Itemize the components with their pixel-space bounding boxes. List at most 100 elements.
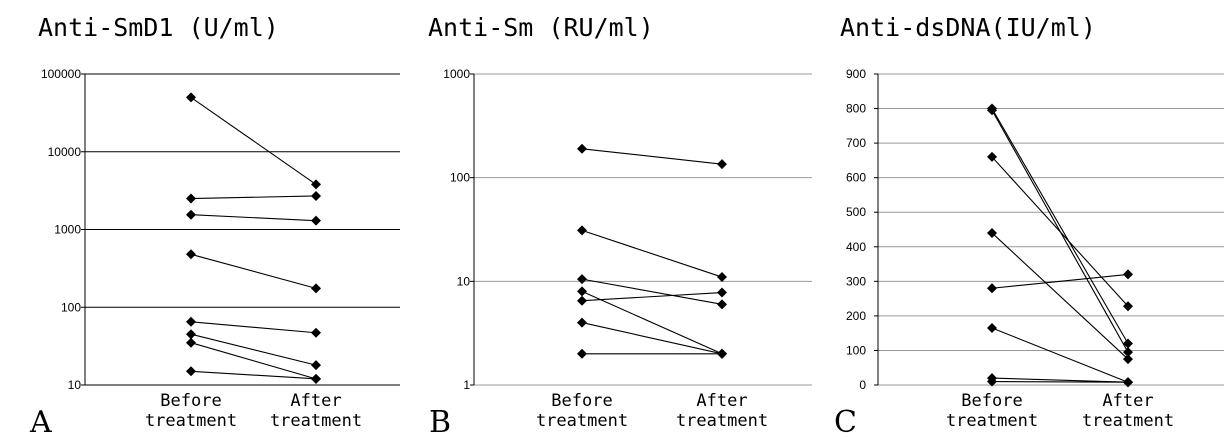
panel-c-point-before: [987, 105, 997, 116]
panel-b-letter: B: [429, 405, 451, 439]
panel-b-pair-line: [581, 148, 723, 165]
panel-b-pair-line: [581, 229, 723, 278]
panel-c-point-before: [987, 283, 997, 294]
panel-a-point-after: [311, 360, 321, 371]
panel-a-point-before: [186, 329, 196, 340]
panel-a-point-before: [186, 366, 196, 377]
panel-c-tick-label: 500: [846, 205, 866, 219]
panel-b-point-before: [577, 286, 587, 297]
panel-a-point-after: [311, 215, 321, 226]
panel-c-point-after: [1123, 347, 1133, 358]
panel-a-category-label: Before: [160, 391, 221, 411]
panel-a-point-after: [311, 283, 321, 294]
panel-c-tick-label: 800: [846, 102, 866, 116]
panel-b-point-after: [717, 299, 727, 310]
panel-a-tick-label: 1000: [54, 223, 81, 237]
panel-b-tick-label: 10: [457, 274, 471, 288]
panel-b-tick-label: 100: [450, 171, 470, 185]
panel-c-point-before: [987, 227, 997, 238]
panel-c-tick-label: 400: [846, 240, 866, 254]
panel-a-point-before: [186, 193, 196, 204]
panel-a-pair-line: [190, 321, 317, 334]
panel-b-point-after: [717, 159, 727, 170]
panel-c-point-after: [1123, 377, 1133, 388]
panel-b-category-label: Before: [551, 391, 612, 411]
panel-c-point-after: [1123, 301, 1133, 312]
panel-a-pair-line: [190, 195, 317, 200]
panel-a: Anti-SmD1 (U/ml) A 10 100 1000 10000 100000 B…: [29, 13, 400, 439]
panel-a-tick-label: 10: [68, 378, 82, 392]
panel-b-point-before: [577, 348, 587, 359]
panel-c-point-after: [1123, 354, 1133, 365]
panel-a-letter: A: [29, 405, 52, 439]
panel-b-tick-label: 1000: [443, 67, 470, 81]
panel-a-category-label: treatment: [270, 411, 362, 431]
panel-a-category-label: After: [290, 391, 341, 411]
panel-a-category-label: treatment: [145, 411, 237, 431]
panel-a-pair-line: [190, 370, 317, 380]
panel-b-point-after: [717, 272, 727, 283]
panel-a-point-after: [311, 179, 321, 190]
panel-c-tick-label: 700: [846, 136, 866, 150]
panel-b-category-label: After: [696, 391, 747, 411]
panel-a-point-before: [186, 337, 196, 348]
panel-a-point-after: [311, 327, 321, 338]
panel-c: Anti-dsDNA(IU/ml) C 0 100 200 300 400 500 600 7…: [834, 13, 1224, 439]
panel-b-point-before: [577, 225, 587, 236]
panel-b-title: Anti-Sm (RU/ml): [428, 13, 654, 42]
panel-b-tick-label: 1: [463, 378, 470, 392]
panel-c-point-before: [987, 151, 997, 162]
panel-b-point-before: [577, 274, 587, 285]
panel-b-pair-line: [581, 322, 723, 355]
panel-b-point-before: [577, 295, 587, 306]
panel-c-tick-label: 900: [846, 67, 866, 81]
panel-a-tick-label: 100000: [41, 67, 81, 81]
panel-a-point-before: [186, 316, 196, 327]
panel-c-category-label: treatment: [946, 411, 1038, 431]
panel-b-category-label: treatment: [536, 411, 628, 431]
panel-c-tick-label: 200: [846, 309, 866, 323]
panel-a-pair-line: [190, 214, 317, 222]
panel-c-pair-line: [991, 156, 1129, 307]
panel-a-point-before: [186, 92, 196, 103]
panel-b-pair-line: [581, 290, 723, 355]
panel-a-point-before: [186, 209, 196, 220]
panel-c-category-label: After: [1102, 391, 1153, 411]
panel-c-tick-label: 600: [846, 171, 866, 185]
panel-c-point-after: [1123, 269, 1133, 280]
panel-a-pair-line: [190, 96, 317, 185]
panel-b-pair-line: [581, 278, 723, 305]
panel-c-tick-label: 0: [859, 378, 866, 392]
panel-a-pair-line: [190, 253, 317, 289]
panel-b: Anti-Sm (RU/ml) B 1101001000Beforetreatm…: [428, 13, 812, 439]
panel-b-point-after: [717, 287, 727, 298]
panel-a-point-after: [311, 190, 321, 201]
panel-c-pair-line: [991, 327, 1129, 383]
panel-c-title: Anti-dsDNA(IU/ml): [840, 13, 1096, 42]
panel-b-pair-line: [581, 291, 723, 302]
panel-b-point-after: [717, 348, 727, 359]
panel-a-tick-label: 100: [61, 300, 81, 314]
panel-a-point-before: [186, 249, 196, 260]
panel-a-pair-line: [190, 333, 317, 366]
panel-a-tick-label: 10000: [48, 145, 82, 159]
panel-c-point-before: [987, 376, 997, 387]
panel-c-letter: C: [834, 405, 857, 439]
panel-c-point-before: [987, 322, 997, 333]
panel-a-title: Anti-SmD1 (U/ml): [38, 13, 279, 42]
panel-c-point-after: [1123, 338, 1133, 349]
panel-a-pair-line: [190, 342, 317, 380]
panel-a-point-after: [311, 373, 321, 384]
panel-c-pair-line: [991, 380, 1129, 383]
panel-c-pair-line: [991, 108, 1129, 344]
panel-c-tick-label: 100: [846, 343, 866, 357]
panel-b-category-label: treatment: [676, 411, 768, 431]
panel-c-pair-line: [991, 273, 1129, 289]
panel-b-point-before: [577, 317, 587, 328]
panel-c-pair-line: [991, 232, 1129, 360]
panel-c-category-label: Before: [961, 391, 1022, 411]
panel-c-tick-label: 300: [846, 274, 866, 288]
panel-c-category-label: treatment: [1082, 411, 1174, 431]
panel-b-point-before: [577, 143, 587, 154]
